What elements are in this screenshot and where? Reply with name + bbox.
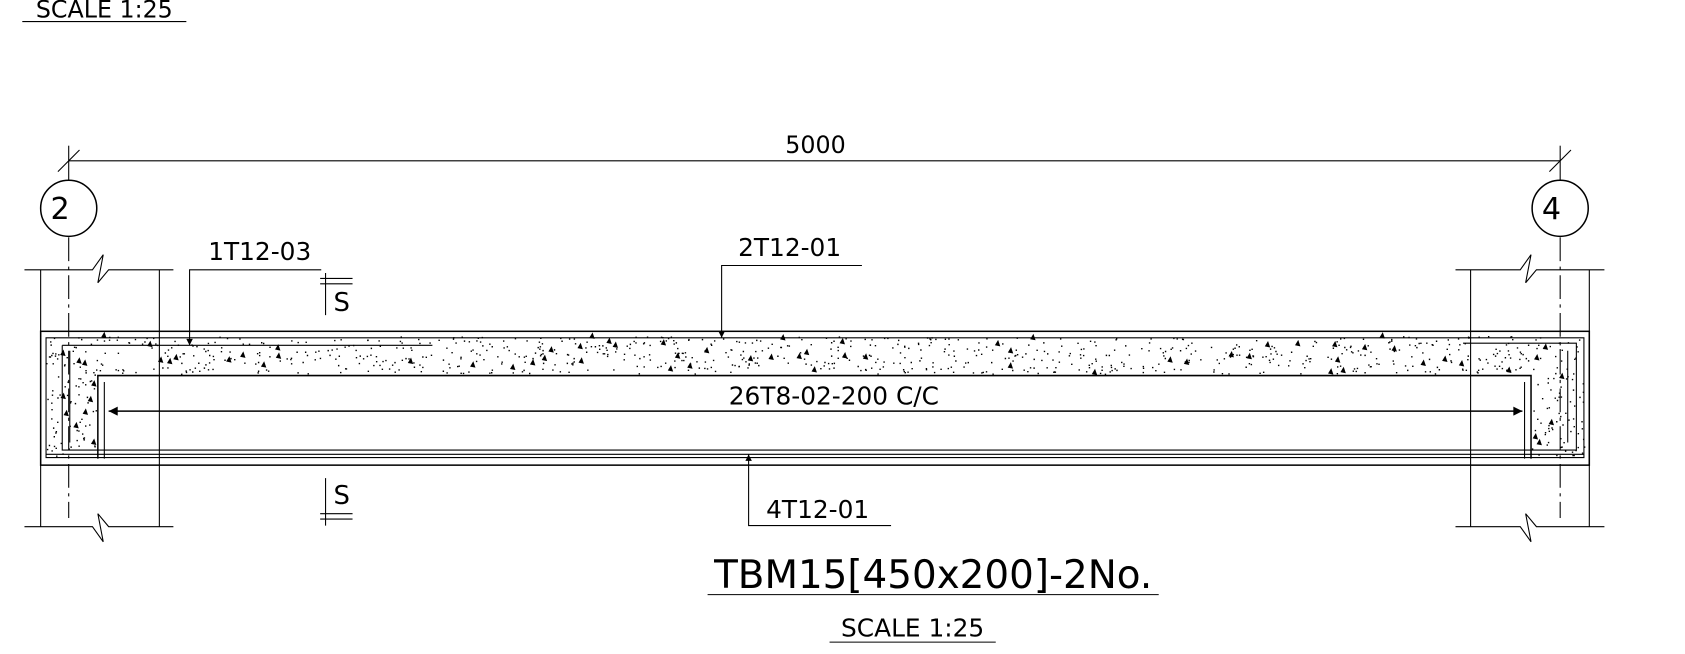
grid-label: 4: [1542, 192, 1561, 227]
main-bars: [61, 342, 1577, 451]
callout: 4T12-01: [766, 495, 869, 524]
section-mark: [320, 273, 353, 316]
beam-outline: [39, 330, 1591, 466]
callout: 1T12-03: [208, 237, 311, 266]
leader: [718, 264, 862, 338]
beam-inner: [45, 337, 1585, 459]
drawing-title: TBM15[450x200]-2No.: [713, 553, 1152, 598]
dimension-label: 5000: [785, 131, 845, 159]
leader: [186, 269, 322, 346]
hatch-dots: [46, 336, 1586, 457]
grid-bubble: [1531, 179, 1589, 238]
section-mark: [320, 478, 353, 526]
links-label: 26T8-02-200 C/C: [729, 382, 939, 411]
top-scale: SCALE 1:25: [36, 0, 173, 23]
section-label: S: [334, 288, 350, 318]
bar-hooks: [69, 350, 1569, 443]
drawing-scale: SCALE 1:25: [841, 614, 984, 643]
grid-bubble: [39, 179, 98, 238]
grid-label: 2: [50, 192, 69, 227]
link: [97, 374, 1532, 459]
concrete-hatch: [46, 331, 1586, 457]
section-label: S: [334, 481, 350, 511]
callout: 2T12-01: [738, 233, 841, 262]
link-inner: [103, 382, 1526, 459]
leader: [745, 454, 892, 527]
